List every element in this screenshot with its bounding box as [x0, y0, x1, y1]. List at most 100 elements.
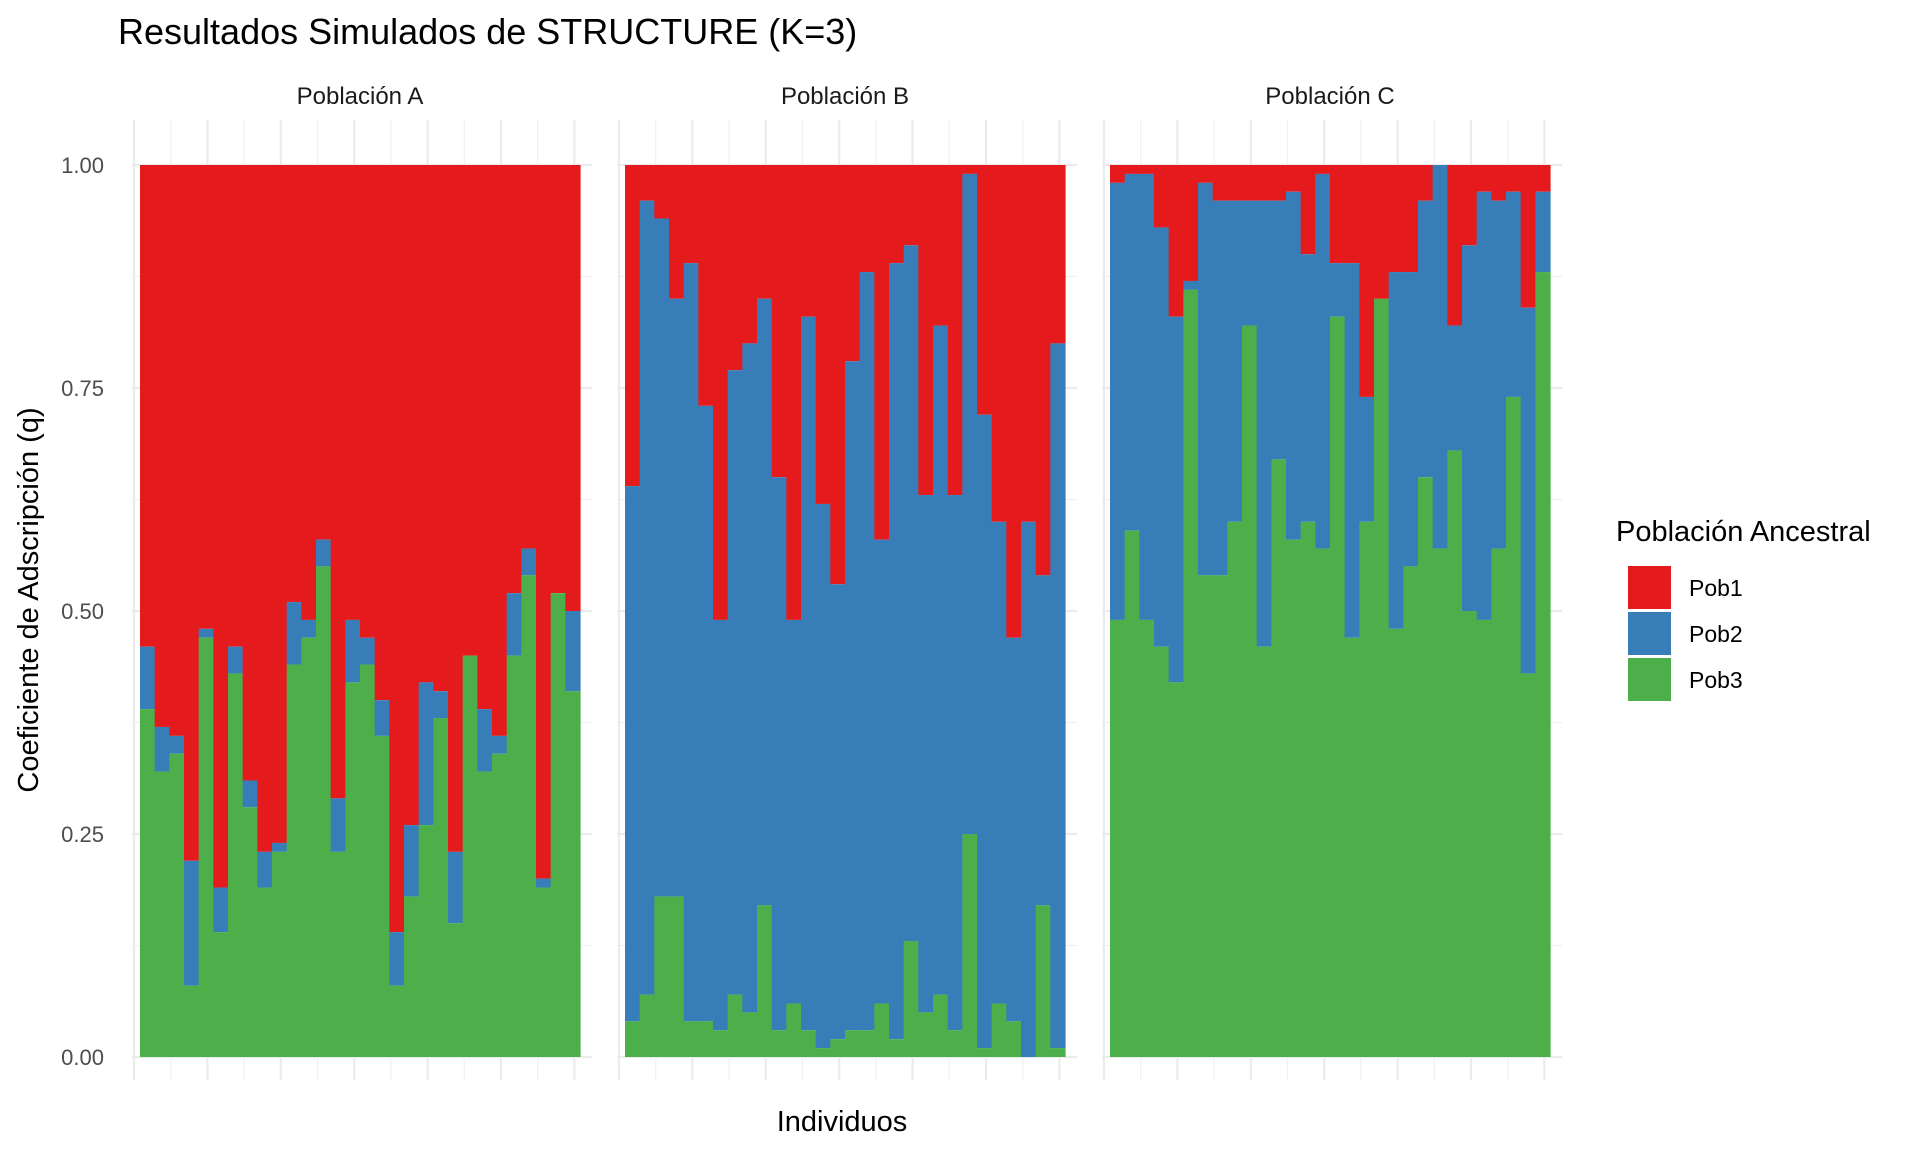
bar-segment-pob3	[889, 1039, 905, 1057]
bar-segment-pob1	[169, 165, 185, 736]
bar-segment-pob3	[859, 1030, 875, 1057]
y-tick-label: 0.75	[61, 376, 104, 401]
y-axis-title: Coeficiente de Adscripción (q)	[13, 407, 45, 792]
bar-segment-pob1	[1021, 165, 1037, 522]
bar-segment-pob2	[698, 405, 714, 1022]
bar-segment-pob3	[448, 923, 464, 1057]
bar-segment-pob2	[1418, 200, 1434, 478]
legend: Población Ancestral Pob1 Pob2 Pob3	[1616, 516, 1871, 701]
bar-segment-pob1	[404, 165, 420, 826]
legend-items: Pob1 Pob2 Pob3	[1628, 566, 1743, 701]
bar-segment-pob2	[1183, 280, 1199, 290]
bar-segment-pob1	[316, 165, 332, 540]
bar-segment-pob3	[330, 851, 346, 1057]
bar-segment-pob1	[1344, 165, 1360, 264]
bar-segment-pob3	[991, 1003, 1007, 1057]
legend-title: Población Ancestral	[1616, 516, 1871, 548]
bar-segment-pob2	[1124, 173, 1140, 531]
bar-segment-pob1	[184, 165, 200, 861]
bar-segment-pob2	[1050, 343, 1066, 1049]
bar-segment-pob2	[389, 932, 405, 986]
bar-segment-pob1	[374, 165, 390, 701]
bar-segment-pob2	[991, 521, 1007, 1004]
bar-segment-pob1	[1315, 165, 1331, 174]
bar-segment-pob3	[874, 1003, 890, 1057]
bar-segment-pob2	[625, 486, 641, 1022]
bar-segment-pob2	[1344, 263, 1360, 638]
bar-segment-pob3	[1506, 396, 1522, 1057]
bar-segment-pob3	[947, 1030, 963, 1057]
bar-segment-pob1	[1271, 165, 1287, 201]
bar-segment-pob3	[1227, 521, 1243, 1057]
bar-segment-pob1	[506, 165, 522, 594]
bar-segment-pob2	[1212, 200, 1228, 576]
legend-label-pob1: Pob1	[1689, 575, 1743, 601]
legend-label-pob3: Pob3	[1689, 667, 1743, 693]
bar-segment-pob1	[1212, 165, 1228, 201]
bar-segment-pob3	[301, 637, 317, 1057]
bar-segment-pob3	[1006, 1021, 1022, 1057]
bar-segment-pob1	[874, 165, 890, 540]
bar-segment-pob3	[213, 932, 229, 1057]
bar-segment-pob3	[962, 834, 978, 1057]
bar-segment-pob1	[683, 165, 699, 264]
panel-3: Población C	[1102, 83, 1562, 1080]
bar-segment-pob3	[521, 575, 537, 1057]
bar-segment-pob1	[1286, 165, 1302, 192]
bar-segment-pob3	[625, 1021, 641, 1057]
bar-segment-pob1	[1183, 165, 1199, 281]
legend-swatch-pob3	[1628, 658, 1671, 701]
bar-segment-pob2	[771, 477, 787, 1031]
bar-segment-pob1	[977, 165, 993, 415]
bar-segment-pob3	[477, 771, 493, 1057]
bar-segment-pob2	[1227, 200, 1243, 522]
bar-segment-pob1	[1330, 165, 1346, 264]
bar-segment-pob2	[213, 887, 229, 933]
bar-segment-pob2	[374, 700, 390, 736]
bar-segment-pob3	[977, 1048, 993, 1057]
bar-segment-pob1	[625, 165, 641, 487]
bar-segment-pob1	[1035, 165, 1051, 576]
y-tick-label: 0.25	[61, 822, 104, 847]
bar-segment-pob3	[374, 735, 390, 1057]
bar-segment-pob1	[360, 165, 376, 638]
bar-segment-pob2	[316, 539, 332, 567]
bar-segment-pob3	[801, 1030, 817, 1057]
bar-segment-pob1	[140, 165, 156, 647]
bar-segment-pob2	[448, 851, 464, 924]
bar-segment-pob1	[1110, 165, 1126, 183]
bar-segment-pob1	[962, 165, 978, 174]
bar-segment-pob1	[536, 165, 552, 879]
bar-segment-pob1	[815, 165, 831, 504]
bar-segment-pob2	[962, 173, 978, 835]
bar-segment-pob1	[1139, 165, 1155, 174]
bar-segment-pob1	[1359, 165, 1375, 397]
bar-segment-pob2	[1491, 200, 1507, 549]
bar-segment-pob3	[345, 682, 361, 1057]
bar-segment-pob2	[404, 825, 420, 897]
bar-segment-pob2	[536, 878, 552, 888]
bar-segment-pob3	[228, 673, 244, 1057]
bar-segment-pob3	[316, 566, 332, 1057]
bar-segment-pob2	[477, 709, 493, 772]
bar-segment-pob1	[889, 165, 905, 264]
bar-segment-pob3	[418, 825, 434, 1057]
bar-segment-pob2	[345, 619, 361, 683]
bar-segment-pob1	[1006, 165, 1022, 638]
bar-segment-pob2	[757, 298, 773, 906]
bar-segment-pob1	[521, 165, 537, 549]
bar-segment-pob3	[550, 593, 566, 1057]
bar-segment-pob3	[1154, 646, 1170, 1057]
bar-segment-pob3	[903, 941, 919, 1057]
bar-segment-pob1	[1506, 165, 1522, 192]
bar-segment-pob2	[1035, 575, 1051, 906]
legend-swatch-pob1	[1628, 566, 1671, 609]
bar-segment-pob2	[786, 619, 802, 1004]
bar-segment-pob3	[462, 655, 478, 1057]
bar-segment-pob2	[433, 691, 449, 719]
bar-segment-pob2	[947, 495, 963, 1031]
bar-segment-pob3	[654, 896, 670, 1057]
bar-segment-pob1	[1491, 165, 1507, 201]
bar-segment-pob3	[1374, 298, 1390, 1057]
